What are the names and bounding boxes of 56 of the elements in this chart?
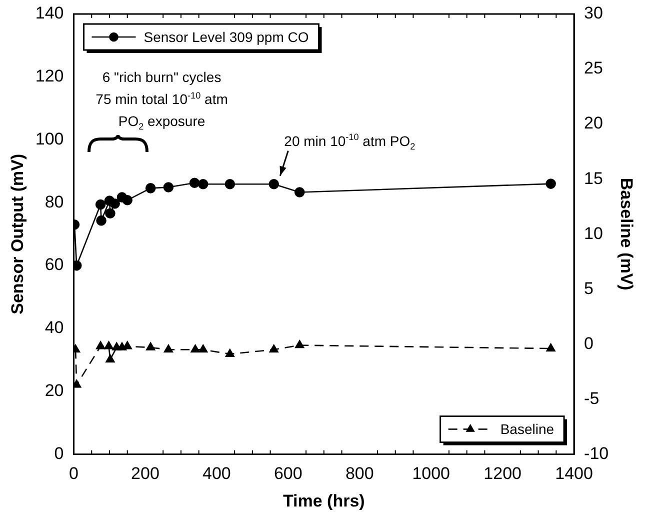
point [225, 348, 234, 357]
point [74, 380, 82, 388]
point [105, 208, 116, 218]
y2-axis-title: Baseline (mV) [617, 178, 636, 290]
y-axis-title: Sensor Output (mV) [8, 154, 27, 314]
point [96, 341, 106, 350]
point [294, 187, 305, 198]
point [145, 183, 156, 194]
point [295, 340, 304, 348]
y2-tick-label: 25 [584, 58, 603, 78]
point [95, 199, 106, 210]
x-tick-label: 0 [69, 464, 78, 484]
y2-tick-label: -10 [584, 444, 609, 463]
y2-tick-label: 30 [584, 4, 603, 23]
point [164, 344, 174, 353]
y-tick-label: 40 [44, 318, 64, 338]
point [122, 194, 133, 206]
x-tick-label: 800 [345, 464, 374, 484]
legend-label: Baseline [500, 421, 554, 438]
point [546, 343, 556, 352]
y-tick-label: 140 [35, 4, 64, 23]
point [96, 215, 106, 226]
y-tick-label: 0 [54, 444, 64, 463]
y2-tick-label: 10 [584, 224, 603, 243]
x-tick-label: 1000 [412, 464, 450, 484]
x-tick-label: 400 [202, 464, 231, 484]
y-tick-label: 60 [44, 255, 64, 274]
point [190, 344, 200, 353]
y2-tick-label: 5 [584, 278, 594, 298]
point [104, 341, 114, 350]
x-axis-title: Time (hrs) [282, 491, 365, 510]
annotation: 6 "rich burn" cycles [102, 69, 222, 85]
y2-tick-label: -5 [584, 388, 600, 408]
point [198, 344, 208, 353]
x-tick-label: 600 [274, 464, 302, 484]
x-tick-label: 1200 [484, 464, 522, 484]
x-tick-label: 1400 [555, 464, 593, 484]
y-tick-label: 100 [35, 129, 64, 148]
point [198, 178, 208, 190]
y-tick-label: 120 [35, 66, 64, 86]
point [224, 178, 236, 190]
y2-tick-label: 15 [584, 168, 603, 188]
y2-tick-label: 0 [584, 334, 594, 353]
point [546, 178, 556, 189]
point [189, 178, 200, 188]
point [163, 182, 174, 192]
y2-tick-label: 20 [584, 114, 603, 133]
x-tick-label: 200 [131, 464, 160, 484]
point [110, 198, 120, 209]
point [268, 178, 280, 190]
legend-label: Sensor Level 309 ppm CO [144, 28, 309, 45]
point [146, 342, 156, 350]
y-tick-label: 20 [44, 381, 64, 400]
point [269, 344, 278, 353]
y-tick-label: 80 [44, 192, 64, 212]
point [106, 354, 115, 362]
